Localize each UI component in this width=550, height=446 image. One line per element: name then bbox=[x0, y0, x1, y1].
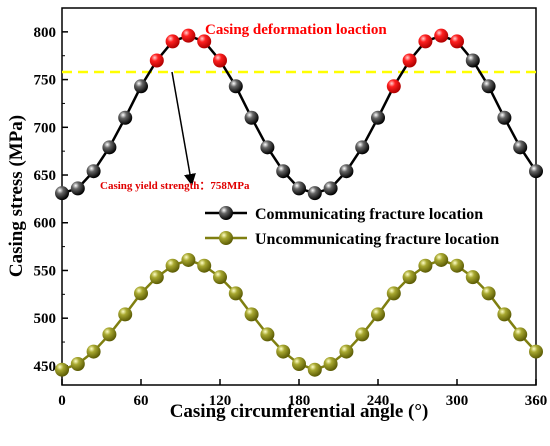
legend-marker-uncommunicating bbox=[219, 231, 233, 245]
data-point-series-1 bbox=[307, 362, 322, 377]
data-point-series-1 bbox=[355, 327, 370, 342]
data-point-series-0 bbox=[276, 164, 291, 179]
data-point-series-0 bbox=[513, 140, 528, 155]
deformation-point bbox=[149, 53, 164, 68]
data-point-series-0 bbox=[355, 140, 370, 155]
legend: Communicating fracture location Uncommun… bbox=[205, 206, 499, 248]
data-point-series-0 bbox=[244, 110, 259, 125]
deformation-point bbox=[165, 34, 180, 49]
x-tick-label: 300 bbox=[446, 393, 469, 409]
y-tick-label: 750 bbox=[34, 73, 57, 89]
data-point-series-1 bbox=[102, 327, 117, 342]
data-point-series-1 bbox=[386, 286, 401, 301]
yield-arrow bbox=[171, 71, 196, 186]
series-line-0 bbox=[61, 34, 538, 195]
data-point-series-1 bbox=[55, 362, 69, 377]
data-point-series-1 bbox=[197, 258, 212, 273]
data-point-series-1 bbox=[402, 270, 417, 285]
data-point-series-1 bbox=[450, 258, 464, 273]
data-point-series-0 bbox=[55, 186, 69, 201]
data-point-series-0 bbox=[497, 110, 512, 125]
x-tick-label: 0 bbox=[58, 393, 66, 409]
x-axis-title: Casing circumferential angle (°) bbox=[170, 401, 429, 422]
deformation-point bbox=[386, 79, 401, 94]
y-tick-label: 450 bbox=[34, 359, 57, 375]
data-point-series-1 bbox=[529, 344, 543, 359]
legend-label-communicating: Communicating fracture location bbox=[255, 206, 483, 223]
data-point-series-1 bbox=[418, 258, 433, 273]
data-point-series-0 bbox=[102, 140, 117, 155]
series-line-1 bbox=[61, 258, 537, 372]
axis-ticks: 0 60 120 180 240 300 360 450 500 550 600 650 700 750 8… bbox=[34, 25, 548, 409]
data-point-series-1 bbox=[465, 270, 480, 285]
data-point-series-0 bbox=[260, 140, 275, 155]
deformation-point bbox=[197, 34, 212, 49]
data-point-series-1 bbox=[213, 270, 227, 285]
deformation-point bbox=[434, 28, 449, 43]
data-point-series-1 bbox=[260, 327, 275, 342]
legend-marker-communicating bbox=[219, 206, 233, 220]
data-point-series-1 bbox=[181, 252, 196, 267]
data-point-series-1 bbox=[149, 270, 164, 285]
deformation-point bbox=[213, 53, 227, 68]
deformation-point bbox=[402, 53, 417, 68]
series-layer bbox=[55, 28, 543, 377]
deformation-point bbox=[418, 34, 433, 49]
data-point-series-0 bbox=[323, 181, 338, 196]
data-point-series-1 bbox=[165, 258, 180, 273]
y-tick-label: 500 bbox=[34, 311, 57, 327]
data-point-series-0 bbox=[307, 186, 322, 201]
data-point-series-1 bbox=[276, 344, 291, 359]
data-point-series-1 bbox=[244, 307, 259, 322]
yield-annotation: Casing yield strength：758MPa bbox=[100, 180, 250, 192]
x-tick-label: 60 bbox=[134, 393, 149, 409]
legend-label-uncommunicating: Uncommunicating fracture location bbox=[255, 231, 499, 248]
data-point-series-1 bbox=[323, 357, 338, 372]
data-point-series-0 bbox=[465, 53, 480, 68]
y-tick-label: 650 bbox=[34, 168, 57, 184]
data-point-series-1 bbox=[434, 252, 449, 267]
x-tick-label: 360 bbox=[525, 393, 548, 409]
x-tick-label: 180 bbox=[288, 393, 311, 409]
data-point-series-1 bbox=[118, 307, 133, 322]
data-point-series-0 bbox=[529, 164, 543, 179]
y-axis-title: Casing stress (MPa) bbox=[6, 115, 27, 277]
data-point-series-0 bbox=[70, 181, 85, 196]
data-point-series-1 bbox=[371, 307, 385, 322]
data-point-series-1 bbox=[497, 307, 512, 322]
data-point-series-1 bbox=[134, 286, 148, 301]
x-tick-label: 120 bbox=[209, 393, 232, 409]
data-point-series-0 bbox=[118, 110, 133, 125]
plot-frame bbox=[61, 7, 537, 386]
data-point-series-0 bbox=[339, 164, 354, 179]
y-tick-label: 550 bbox=[34, 263, 57, 279]
deformation-point bbox=[181, 28, 196, 43]
data-point-series-1 bbox=[292, 357, 306, 372]
data-point-series-0 bbox=[228, 79, 243, 94]
data-point-series-1 bbox=[513, 327, 528, 342]
y-tick-label: 800 bbox=[34, 25, 57, 41]
data-point-series-0 bbox=[134, 79, 148, 94]
data-point-series-1 bbox=[339, 344, 354, 359]
data-point-series-1 bbox=[228, 286, 243, 301]
deformation-annotation: Casing deformation loaction bbox=[205, 22, 387, 38]
x-tick-label: 240 bbox=[367, 393, 390, 409]
deformation-point bbox=[450, 34, 464, 49]
data-point-series-1 bbox=[86, 344, 101, 359]
data-point-series-1 bbox=[481, 286, 496, 301]
y-tick-label: 600 bbox=[34, 216, 57, 232]
y-tick-label: 700 bbox=[34, 120, 57, 136]
data-point-series-0 bbox=[371, 110, 385, 125]
data-point-series-0 bbox=[292, 181, 306, 196]
data-point-series-0 bbox=[86, 164, 101, 179]
data-point-series-0 bbox=[481, 79, 496, 94]
data-point-series-1 bbox=[70, 357, 85, 372]
